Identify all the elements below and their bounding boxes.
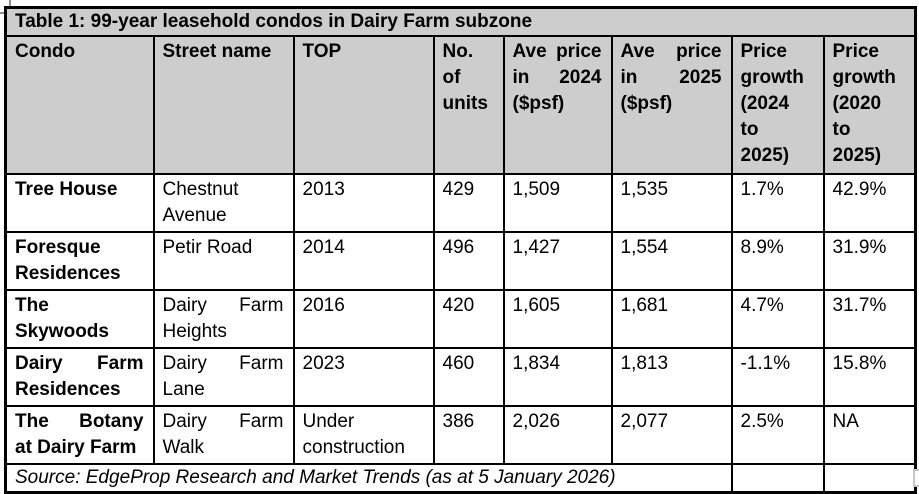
cell-price-2024: 1,427 [502, 231, 613, 291]
cell-condo: The Skywoods [4, 289, 155, 349]
cell-empty [822, 463, 917, 494]
cell-price-2025: 1,554 [610, 231, 733, 291]
cell-growth-2024-2025: 2.5% [730, 405, 825, 465]
cell-units: 386 [432, 405, 505, 465]
cell-empty [730, 463, 825, 494]
cell-condo: The Botany at Dairy Farm [4, 405, 155, 465]
cell-price-2024: 1,509 [502, 173, 613, 233]
cell-price-2025: 2,077 [610, 405, 733, 465]
cell-growth-2024-2025: -1.1% [730, 347, 825, 407]
cell-top: 2023 [292, 347, 435, 407]
cell-units: 420 [432, 289, 505, 349]
cell-growth-2020-2025: NA [822, 405, 917, 465]
table-row-tree-house: Tree House Chestnut Avenue 2013 429 1,509… [4, 173, 917, 233]
table-row-the-botany: The Botany at Dairy Farm Dairy Farm Walk Und… [4, 405, 917, 465]
cell-street-name: Chestnut Avenue [152, 173, 295, 233]
cell-units: 429 [432, 173, 505, 233]
cell-price-2024: 1,605 [502, 289, 613, 349]
cell-top: 2016 [292, 289, 435, 349]
column-header-street-name: Street name [152, 35, 295, 175]
cell-price-2024: 2,026 [502, 405, 613, 465]
column-header-price-growth-2024-2025: Price growth (2024 to 2025) [730, 35, 825, 175]
cell-street-name: Petir Road [152, 231, 295, 291]
cell-units: 460 [432, 347, 505, 407]
cell-growth-2020-2025: 15.8% [822, 347, 917, 407]
cell-growth-2020-2025: 42.9% [822, 173, 917, 233]
table-source-row: Source: EdgeProp Research and Market Tre… [4, 463, 917, 494]
cell-growth-2024-2025: 4.7% [730, 289, 825, 349]
column-header-price-growth-2020-2025: Price growth (2020 to 2025) [822, 35, 917, 175]
column-header-ave-price-2024: Ave price in 2024 ($psf) [502, 35, 613, 175]
cell-price-2024: 1,834 [502, 347, 613, 407]
cell-street-name: Dairy Farm Walk [152, 405, 295, 465]
column-header-top: TOP [292, 35, 435, 175]
table-resize-handle-fragment[interactable] [913, 469, 919, 487]
column-header-ave-price-2025: Ave price in 2025 ($psf) [610, 35, 733, 175]
cell-street-name: Dairy Farm Lane [152, 347, 295, 407]
cell-street-name: Dairy Farm Heights [152, 289, 295, 349]
table-row-dairy-farm-residences: Dairy Farm Residences Dairy Farm Lane 2023 4… [4, 347, 917, 407]
cell-condo: Foresque Residences [4, 231, 155, 291]
cell-top: 2013 [292, 173, 435, 233]
cell-price-2025: 1,681 [610, 289, 733, 349]
cell-top: Under construction [292, 405, 435, 465]
cell-growth-2024-2025: 8.9% [730, 231, 825, 291]
table-title-row: Table 1: 99-year leasehold condos in Dai… [4, 6, 917, 37]
cell-growth-2020-2025: 31.9% [822, 231, 917, 291]
table-row-foresque-residences: Foresque Residences Petir Road 2014 496 1… [4, 231, 917, 291]
table-title: Table 1: 99-year leasehold condos in Dai… [4, 6, 917, 37]
column-header-condo: Condo [4, 35, 155, 175]
table-header-row: Condo Street name TOP No. of units Ave pric… [4, 35, 917, 175]
cell-condo: Tree House [4, 173, 155, 233]
table-row-the-skywoods: The Skywoods Dairy Farm Heights 2016 420 1,… [4, 289, 917, 349]
source-note: Source: EdgeProp Research and Market Tre… [4, 463, 733, 494]
column-header-no-of-units: No. of units [432, 35, 505, 175]
cell-growth-2024-2025: 1.7% [730, 173, 825, 233]
cell-growth-2020-2025: 31.7% [822, 289, 917, 349]
cell-price-2025: 1,535 [610, 173, 733, 233]
leasehold-condos-table: Table 1: 99-year leasehold condos in Dai… [4, 6, 918, 494]
cell-units: 496 [432, 231, 505, 291]
cell-top: 2014 [292, 231, 435, 291]
cell-condo: Dairy Farm Residences [4, 347, 155, 407]
cell-price-2025: 1,813 [610, 347, 733, 407]
